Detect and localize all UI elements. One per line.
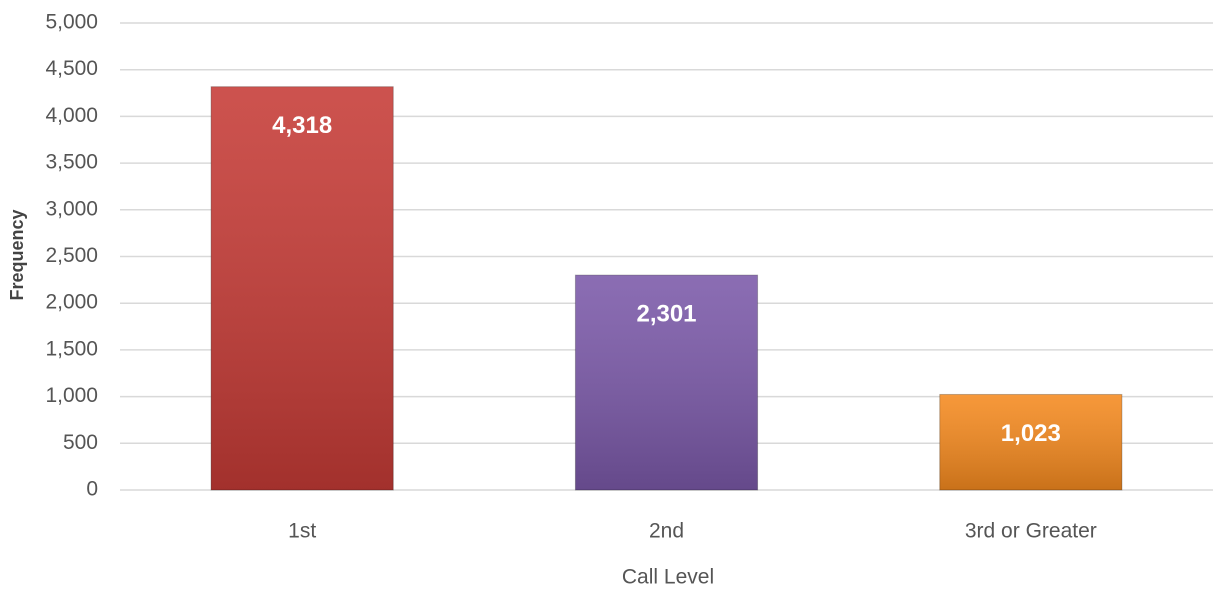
y-tick-label: 4,000 bbox=[45, 104, 98, 127]
x-tick-label: 3rd or Greater bbox=[965, 520, 1097, 543]
y-tick-label: 5,000 bbox=[45, 11, 98, 34]
y-tick-label: 2,000 bbox=[45, 291, 98, 314]
value-label: 1,023 bbox=[1001, 420, 1061, 447]
bar bbox=[210, 86, 394, 491]
y-axis-label: Frequency bbox=[7, 209, 27, 300]
y-tick-label: 2,500 bbox=[45, 244, 98, 267]
x-tick-label: 2nd bbox=[649, 520, 684, 543]
value-label: 2,301 bbox=[636, 300, 696, 327]
y-tick-label: 3,000 bbox=[45, 197, 98, 220]
x-tick-label: 1st bbox=[288, 520, 316, 543]
y-tick-label: 4,500 bbox=[45, 57, 98, 80]
y-tick-label: 3,500 bbox=[45, 151, 98, 174]
x-axis-label: Call Level bbox=[622, 566, 714, 589]
y-tick-label: 1,500 bbox=[45, 337, 98, 360]
value-label: 4,318 bbox=[272, 112, 332, 139]
y-tick-label: 500 bbox=[63, 431, 98, 454]
y-tick-label: 1,000 bbox=[45, 384, 98, 407]
y-tick-label: 0 bbox=[86, 478, 98, 501]
